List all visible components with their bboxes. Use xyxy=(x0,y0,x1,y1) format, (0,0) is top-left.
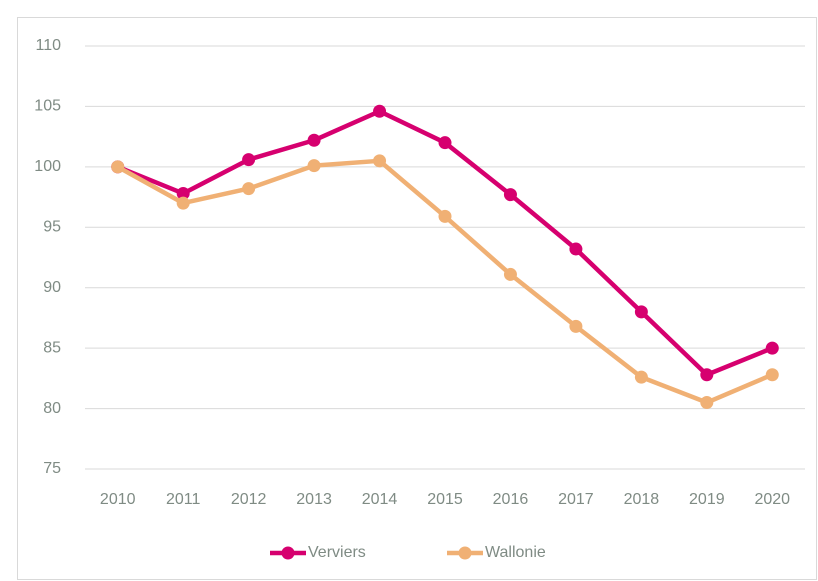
x-tick-label: 2019 xyxy=(689,491,725,508)
point xyxy=(176,196,190,210)
y-tick-label: 75 xyxy=(43,460,61,477)
legend-label: Verviers xyxy=(308,544,366,561)
point xyxy=(438,209,452,223)
x-tick-label: 2010 xyxy=(100,491,136,508)
point xyxy=(373,154,387,168)
point xyxy=(176,186,190,200)
legend-marker xyxy=(281,546,295,560)
x-tick-label: 2012 xyxy=(231,491,267,508)
x-tick-label: 2017 xyxy=(558,491,594,508)
y-tick-label: 80 xyxy=(43,400,61,417)
point xyxy=(569,319,583,333)
point xyxy=(503,188,517,202)
point xyxy=(242,153,256,167)
point xyxy=(373,104,387,118)
point xyxy=(438,136,452,150)
x-tick-label: 2020 xyxy=(754,491,790,508)
point xyxy=(307,159,321,173)
point xyxy=(634,370,648,384)
y-tick-label: 105 xyxy=(34,98,61,115)
point xyxy=(503,267,517,281)
point xyxy=(700,368,714,382)
y-tick-label: 85 xyxy=(43,339,61,356)
y-tick-label: 100 xyxy=(34,158,61,175)
y-tick-label: 90 xyxy=(43,279,61,296)
y-tick-label: 110 xyxy=(35,37,61,54)
x-tick-label: 2018 xyxy=(624,491,660,508)
x-tick-label: 2013 xyxy=(296,491,332,508)
x-tick-label: 2011 xyxy=(166,491,201,508)
chart-border xyxy=(17,17,817,580)
point xyxy=(569,242,583,256)
point xyxy=(700,396,714,410)
point xyxy=(307,133,321,147)
point xyxy=(242,182,256,196)
legend-marker xyxy=(458,546,472,560)
x-tick-label: 2015 xyxy=(427,491,463,508)
point xyxy=(765,368,779,382)
x-tick-label: 2016 xyxy=(493,491,529,508)
legend-label: Wallonie xyxy=(485,544,546,561)
y-tick-label: 95 xyxy=(43,219,61,236)
point xyxy=(634,305,648,319)
point xyxy=(765,341,779,355)
point xyxy=(111,160,125,174)
x-tick-label: 2014 xyxy=(362,491,398,508)
